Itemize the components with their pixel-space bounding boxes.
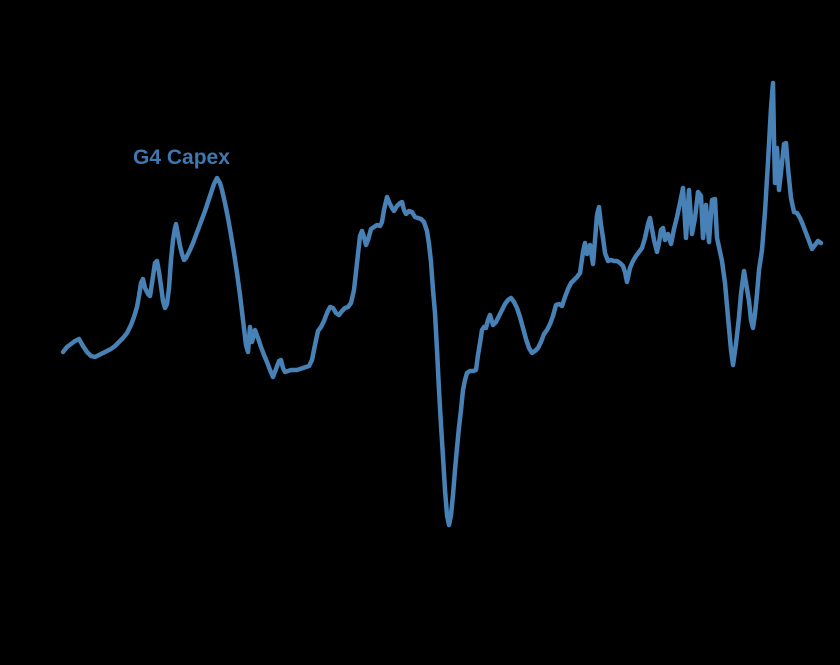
series-label-g4-capex: G4 Capex: [133, 146, 230, 169]
g4-capex-series-line: [60, 80, 824, 528]
